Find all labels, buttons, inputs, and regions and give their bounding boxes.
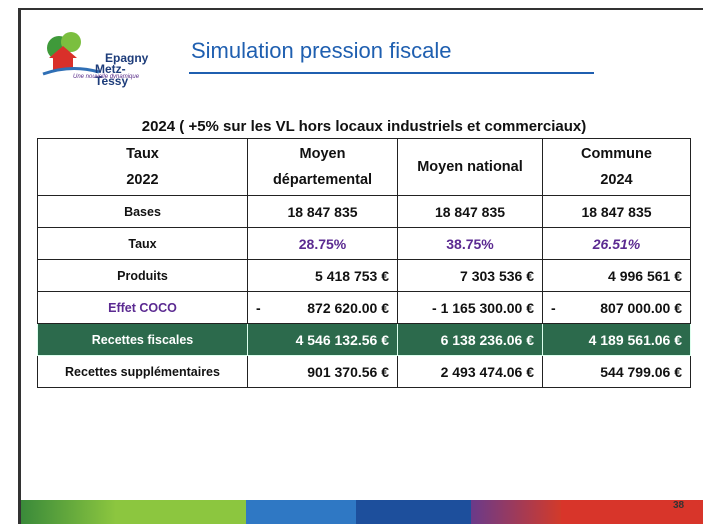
table-cell: - 872 620.00 € (247, 291, 398, 324)
table-row: Taux 28.75% 38.75% 26.51% (37, 227, 691, 260)
cell-text: 807 000.00 € (600, 299, 682, 316)
row-label: Taux (37, 227, 248, 260)
header-cell: Moyen départemental (247, 138, 398, 196)
footer-bar (21, 500, 703, 524)
logo: Epagny Metz-Tessy (41, 28, 148, 87)
slide-title: Simulation pression fiscale (191, 38, 452, 63)
header-cell: Commune 2024 (542, 138, 691, 196)
table-cell: 4 189 561.06 € (542, 323, 691, 356)
header-text: Commune (581, 146, 652, 162)
header-text: Moyen national (417, 159, 523, 175)
table-cell: 18 847 835 (247, 195, 398, 228)
table-cell: 4 546 132.56 € (247, 323, 398, 356)
cell-text: 872 620.00 € (307, 299, 389, 316)
table-row: Recettes supplémentaires 901 370.56 €2 49… (37, 355, 691, 388)
cell-text: - (551, 299, 556, 316)
table-cell: 901 370.56 € (247, 355, 398, 388)
table-cell: 6 138 236.06 € (397, 323, 543, 356)
logo-tagline: Une nouvelle dynamique (73, 74, 140, 80)
header-text: Taux (126, 146, 159, 162)
header-text: 2022 (126, 172, 159, 188)
cell-text: - (256, 299, 261, 316)
table-row: Produits 5 418 753 €7 303 536 €4 996 561 … (37, 259, 691, 292)
row-label: Recettes fiscales (37, 323, 248, 356)
logo-art (42, 32, 100, 76)
cell-parts: - 807 000.00 € (551, 300, 682, 316)
table-cell: 4 996 561 € (542, 259, 691, 292)
header-cell: Moyen national (397, 138, 543, 196)
header-text: départemental (272, 172, 373, 188)
table-cell: 2 493 474.06 € (397, 355, 543, 388)
header-text: Moyen (299, 146, 346, 162)
row-label: Recettes supplémentaires (37, 355, 248, 388)
table-cell: 28.75% (247, 227, 398, 260)
logo-text: Epagny (105, 51, 149, 65)
table-cell: 544 799.06 € (542, 355, 691, 388)
table-cell: 18 847 835 (397, 195, 543, 228)
row-label: Effet COCO (37, 291, 248, 324)
header-row: Taux 2022 Moyen départemental Moyen national… (37, 138, 691, 196)
table-row: Recettes fiscales 4 546 132.56 €6 138 236… (37, 323, 691, 356)
table-cell: 18 847 835 (542, 195, 691, 228)
table: 2024 ( +5% sur les VL hors locaux indust… (37, 114, 691, 388)
title-rule (189, 72, 594, 74)
table-cell: - 807 000.00 € (542, 291, 691, 324)
table-cell: 7 303 536 € (397, 259, 543, 292)
header-cell: Taux 2022 (37, 138, 248, 196)
caption-row: 2024 ( +5% sur les VL hors locaux indust… (37, 114, 691, 139)
row-label: Produits (37, 259, 248, 292)
header-text: 2024 (600, 172, 633, 188)
table-caption: 2024 ( +5% sur les VL hors locaux indust… (37, 114, 691, 139)
page-number: 38 (673, 500, 685, 511)
slide: Epagny Metz-Tessy Une nouvelle dynamique… (18, 8, 703, 524)
row-label: Bases (37, 195, 248, 228)
table-row: Effet COCO -872 620.00 € - 1 165 300.00 € -… (37, 291, 691, 324)
table-cell: - 1 165 300.00 € (397, 291, 543, 324)
table-cell: 38.75% (397, 227, 543, 260)
cell-parts: - 872 620.00 € (256, 300, 389, 316)
logo-text: Metz-Tessy (95, 62, 129, 88)
table-cell: 5 418 753 € (247, 259, 398, 292)
table-cell: 26.51% (542, 227, 691, 260)
table-row: Bases 18 847 835 18 847 835 18 847 835 (37, 195, 691, 228)
